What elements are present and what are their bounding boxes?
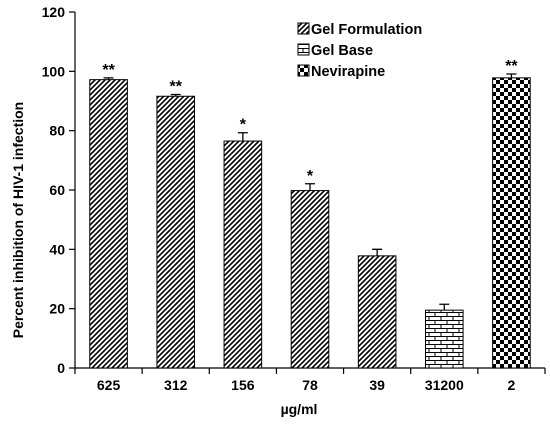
- x-tick-label: 312: [164, 377, 188, 393]
- legend-swatch: [297, 43, 310, 56]
- significance-marker-2: **: [505, 58, 518, 75]
- error-bar-31200: [439, 303, 450, 311]
- significance-markers-group: ********: [102, 58, 518, 185]
- x-axis: 625 312 156 78 39 31200 2: [74, 367, 546, 393]
- x-axis-title: µg/ml: [281, 401, 318, 417]
- x-tick-label: 156: [231, 377, 255, 393]
- y-axis-title: Percent inhibition of HIV-1 infection: [10, 102, 26, 338]
- y-tick-label: 80: [49, 123, 65, 139]
- y-tick-label: 40: [49, 241, 65, 257]
- legend-label: Gel Formulation: [311, 22, 422, 38]
- y-axis: 0 20 40 60 80 100 120: [42, 4, 76, 376]
- error-bar-78: [305, 183, 315, 191]
- bar-78: [290, 190, 330, 369]
- x-tick-label: 2: [508, 377, 516, 393]
- y-tick-label: 120: [42, 4, 66, 20]
- significance-marker-156: *: [240, 117, 247, 134]
- bars-group: [89, 77, 531, 369]
- error-bar-312: [170, 93, 181, 97]
- x-tick-label: 78: [302, 377, 318, 393]
- significance-marker-78: *: [307, 168, 314, 185]
- bar-312: [156, 95, 196, 369]
- legend-label: Gel Base: [311, 43, 373, 59]
- error-bars-group: [103, 73, 517, 311]
- bar-2: [492, 77, 531, 369]
- y-tick-label: 0: [57, 360, 65, 376]
- x-tick-label: 39: [369, 377, 385, 393]
- error-bar-625: [103, 77, 114, 80]
- significance-marker-625: **: [102, 62, 115, 79]
- bar-39: [357, 255, 397, 369]
- y-tick-label: 60: [49, 182, 65, 198]
- significance-marker-312: **: [169, 78, 182, 95]
- error-bar-39: [372, 248, 383, 256]
- legend-swatch: [297, 22, 310, 35]
- y-tick-label: 20: [49, 301, 65, 317]
- error-bar-156: [237, 132, 248, 142]
- legend-swatch: [297, 64, 310, 77]
- legend-label: Nevirapine: [311, 64, 385, 80]
- y-tick-label: 100: [42, 63, 66, 79]
- x-tick-label: 31200: [425, 377, 464, 393]
- bar-31200: [424, 309, 464, 369]
- bar-156: [223, 140, 263, 369]
- bar-625: [89, 79, 128, 369]
- error-bar-2: [506, 73, 517, 78]
- legend: Gel Formulation Gel Base Nevirapine: [297, 22, 422, 80]
- x-tick-label: 625: [97, 377, 121, 393]
